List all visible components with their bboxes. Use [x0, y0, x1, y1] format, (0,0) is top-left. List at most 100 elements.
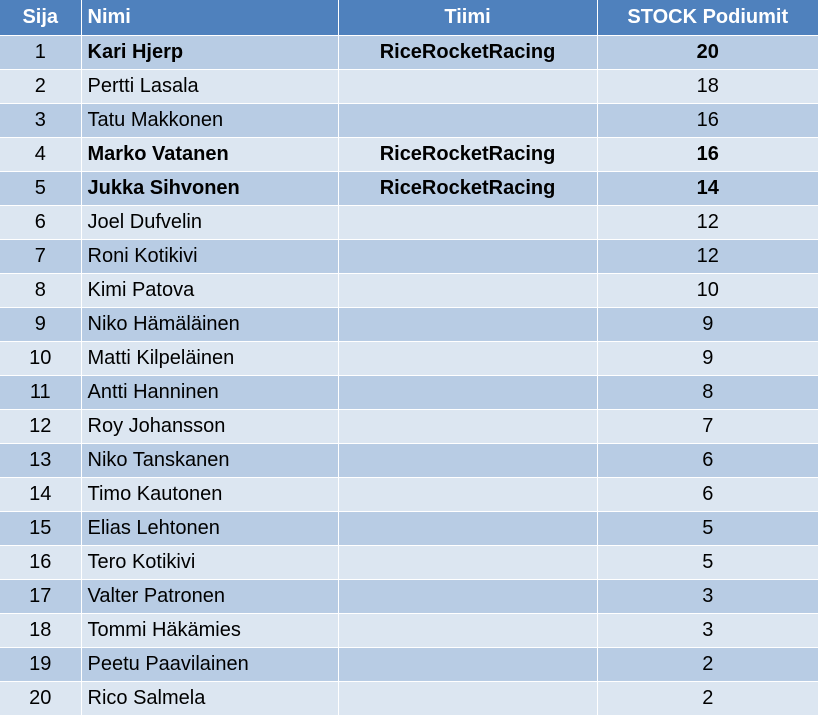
- podiums-cell: 16: [597, 137, 818, 172]
- table-row: 3 Tatu Makkonen 16: [0, 103, 818, 138]
- name-cell: Tero Kotikivi: [81, 545, 339, 580]
- rank-cell: 8: [0, 273, 82, 308]
- podiums-cell: 9: [597, 307, 818, 342]
- table-row: 15 Elias Lehtonen 5: [0, 511, 818, 546]
- team-cell: [338, 511, 598, 546]
- podiums-cell: 5: [597, 511, 818, 546]
- table-row: 13 Niko Tanskanen 6: [0, 443, 818, 478]
- name-cell: Roy Johansson: [81, 409, 339, 444]
- name-cell: Pertti Lasala: [81, 69, 339, 104]
- name-cell: Marko Vatanen: [81, 137, 339, 172]
- table-row: 19 Peetu Paavilainen 2: [0, 647, 818, 682]
- podiums-cell: 3: [597, 579, 818, 614]
- name-cell: Joel Dufvelin: [81, 205, 339, 240]
- name-cell: Tatu Makkonen: [81, 103, 339, 138]
- name-cell: Rico Salmela: [81, 681, 339, 716]
- name-cell: Antti Hanninen: [81, 375, 339, 410]
- name-cell: Peetu Paavilainen: [81, 647, 339, 682]
- header-row: Sija Nimi Tiimi STOCK Podiumit: [0, 0, 818, 36]
- name-cell: Elias Lehtonen: [81, 511, 339, 546]
- header-name: Nimi: [81, 0, 339, 36]
- table-row: 2 Pertti Lasala 18: [0, 69, 818, 104]
- team-cell: [338, 103, 598, 138]
- team-cell: [338, 409, 598, 444]
- team-cell: [338, 205, 598, 240]
- table-row: 16 Tero Kotikivi 5: [0, 545, 818, 580]
- table-row: 6 Joel Dufvelin 12: [0, 205, 818, 240]
- team-cell: [338, 443, 598, 478]
- rank-cell: 17: [0, 579, 82, 614]
- table-row: 18 Tommi Häkämies 3: [0, 613, 818, 648]
- team-cell: [338, 307, 598, 342]
- podiums-cell: 18: [597, 69, 818, 104]
- table-row: 8 Kimi Patova 10: [0, 273, 818, 308]
- header-team: Tiimi: [338, 0, 598, 36]
- podiums-cell: 16: [597, 103, 818, 138]
- team-cell: RiceRocketRacing: [338, 137, 598, 172]
- name-cell: Roni Kotikivi: [81, 239, 339, 274]
- podiums-cell: 10: [597, 273, 818, 308]
- name-cell: Niko Tanskanen: [81, 443, 339, 478]
- name-cell: Jukka Sihvonen: [81, 171, 339, 206]
- table-row: 17 Valter Patronen 3: [0, 579, 818, 614]
- rank-cell: 20: [0, 681, 82, 716]
- podiums-cell: 14: [597, 171, 818, 206]
- table-row: 10 Matti Kilpeläinen 9: [0, 341, 818, 376]
- team-cell: [338, 647, 598, 682]
- team-cell: RiceRocketRacing: [338, 35, 598, 70]
- team-cell: [338, 477, 598, 512]
- name-cell: Kimi Patova: [81, 273, 339, 308]
- rank-cell: 18: [0, 613, 82, 648]
- table-row: 12 Roy Johansson 7: [0, 409, 818, 444]
- team-cell: RiceRocketRacing: [338, 171, 598, 206]
- team-cell: [338, 545, 598, 580]
- team-cell: [338, 613, 598, 648]
- rank-cell: 5: [0, 171, 82, 206]
- podiums-cell: 20: [597, 35, 818, 70]
- table-row: 20 Rico Salmela 2: [0, 681, 818, 716]
- team-cell: [338, 239, 598, 274]
- rank-cell: 3: [0, 103, 82, 138]
- podiums-cell: 5: [597, 545, 818, 580]
- table-row: 7 Roni Kotikivi 12: [0, 239, 818, 274]
- podiums-cell: 8: [597, 375, 818, 410]
- team-cell: [338, 375, 598, 410]
- podiums-cell: 12: [597, 239, 818, 274]
- team-cell: [338, 579, 598, 614]
- rank-cell: 4: [0, 137, 82, 172]
- name-cell: Timo Kautonen: [81, 477, 339, 512]
- table-row: 11 Antti Hanninen 8: [0, 375, 818, 410]
- table-row: 4 Marko Vatanen RiceRocketRacing 16: [0, 137, 818, 172]
- rank-cell: 12: [0, 409, 82, 444]
- podiums-cell: 12: [597, 205, 818, 240]
- podiums-cell: 3: [597, 613, 818, 648]
- header-podiums: STOCK Podiumit: [597, 0, 818, 36]
- name-cell: Matti Kilpeläinen: [81, 341, 339, 376]
- name-cell: Tommi Häkämies: [81, 613, 339, 648]
- rank-cell: 13: [0, 443, 82, 478]
- table-row: 1 Kari Hjerp RiceRocketRacing 20: [0, 35, 818, 70]
- table-row: 5 Jukka Sihvonen RiceRocketRacing 14: [0, 171, 818, 206]
- rank-cell: 10: [0, 341, 82, 376]
- table-row: 9 Niko Hämäläinen 9: [0, 307, 818, 342]
- rank-cell: 7: [0, 239, 82, 274]
- rank-cell: 11: [0, 375, 82, 410]
- table-header: Sija Nimi Tiimi STOCK Podiumit: [0, 0, 818, 36]
- header-rank: Sija: [0, 0, 82, 36]
- rank-cell: 2: [0, 69, 82, 104]
- rank-cell: 15: [0, 511, 82, 546]
- name-cell: Valter Patronen: [81, 579, 339, 614]
- rank-cell: 6: [0, 205, 82, 240]
- rank-cell: 1: [0, 35, 82, 70]
- team-cell: [338, 341, 598, 376]
- podiums-cell: 6: [597, 477, 818, 512]
- podiums-cell: 7: [597, 409, 818, 444]
- rank-cell: 9: [0, 307, 82, 342]
- name-cell: Kari Hjerp: [81, 35, 339, 70]
- podiums-cell: 2: [597, 647, 818, 682]
- team-cell: [338, 273, 598, 308]
- team-cell: [338, 681, 598, 716]
- podiums-cell: 6: [597, 443, 818, 478]
- rank-cell: 14: [0, 477, 82, 512]
